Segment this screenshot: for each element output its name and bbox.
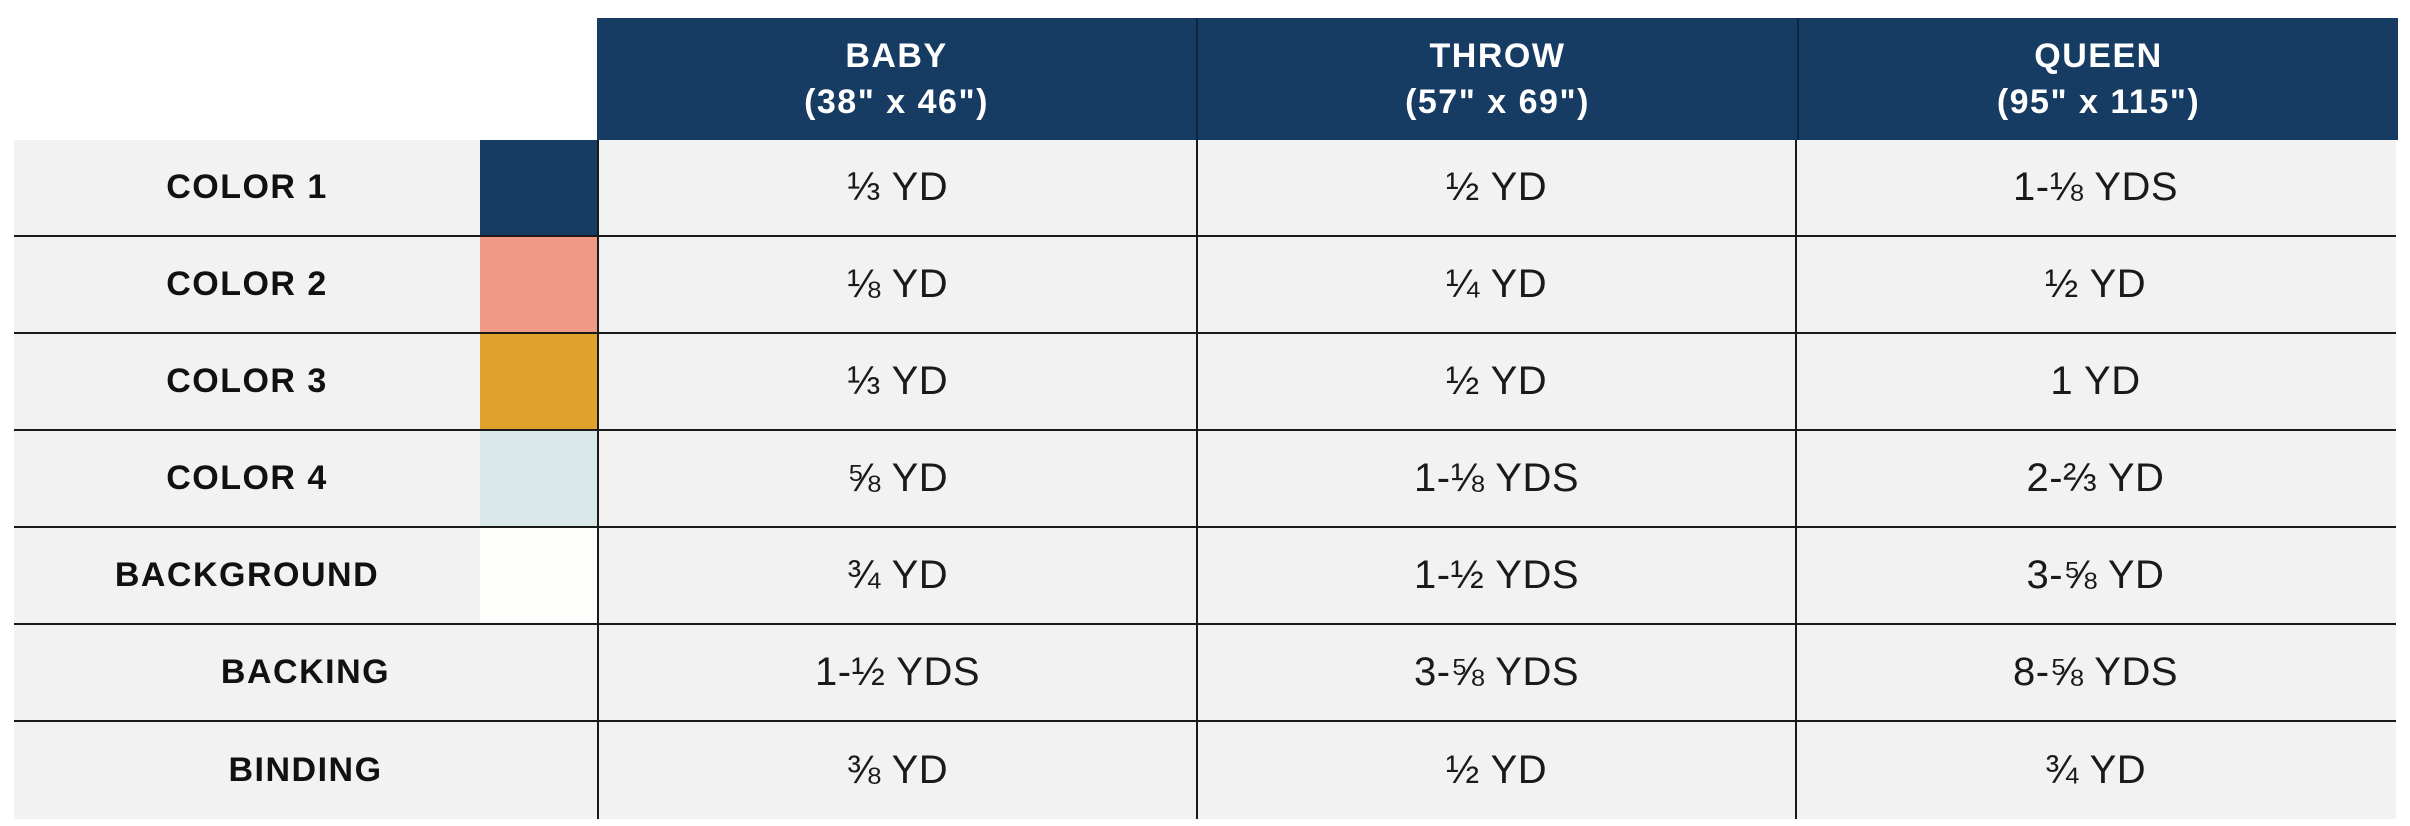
header-queen: QUEEN (95" x 115") [1799,18,2398,140]
fabric-requirements-table: COLOR 1 ⅓ YD ½ YD 1-⅛ YDS COLOR 2 ⅛ YD ¼… [14,140,2396,819]
row-label: COLOR 3 [166,362,328,400]
column-divider [597,528,599,623]
baby-value: ⅓ YD [846,165,949,209]
column-divider [1795,625,1797,720]
throw-value: 1-⅛ YDS [1413,456,1580,500]
color-2-swatch [480,237,597,332]
column-divider [1196,334,1198,429]
column-divider [597,334,599,429]
column-divider [597,237,599,332]
column-divider [1795,140,1797,235]
queen-value: ½ YD [2044,262,2147,306]
baby-value: ⅓ YD [846,359,949,403]
row-label-cell: BINDING [14,722,597,819]
column-divider [1196,722,1198,819]
baby-value: ¾ YD [846,553,949,597]
row-label: BACKING [220,653,391,691]
table-row-color-4: COLOR 4 ⅝ YD 1-⅛ YDS 2-⅔ YD [14,431,2396,528]
header-baby: BABY (38" x 46") [597,18,1196,140]
table-row-binding: BINDING ⅜ YD ½ YD ¾ YD [14,722,2396,819]
queen-value: 8-⅝ YDS [2012,650,2179,694]
column-divider [597,722,599,819]
column-divider [1795,237,1797,332]
row-label-cell: COLOR 1 [14,140,597,235]
baby-value: ⅝ YD [846,456,949,500]
row-label-cell: COLOR 4 [14,431,597,526]
header-throw: THROW (57" x 69") [1198,18,1797,140]
table-row-backing: BACKING 1-½ YDS 3-⅝ YDS 8-⅝ YDS [14,625,2396,722]
column-divider [1196,237,1198,332]
column-divider [1795,334,1797,429]
background-swatch [480,528,597,623]
column-divider [597,431,599,526]
row-label: COLOR 2 [166,265,328,303]
table-row-color-2: COLOR 2 ⅛ YD ¼ YD ½ YD [14,237,2396,334]
row-label-cell: BACKING [14,625,597,720]
header-queen-name: QUEEN [2034,37,2163,75]
color-1-swatch [480,140,597,235]
column-divider [597,140,599,235]
baby-value: ⅛ YD [846,262,949,306]
row-label-cell: COLOR 3 [14,334,597,429]
throw-value: ¼ YD [1445,262,1548,306]
queen-value: ¾ YD [2044,748,2147,792]
baby-value: ⅜ YD [846,748,949,792]
queen-value: 1 YD [2050,359,2141,403]
column-divider [597,625,599,720]
queen-value: 3-⅝ YD [2026,553,2165,597]
column-divider [1795,431,1797,526]
throw-value: ½ YD [1445,748,1548,792]
row-label: COLOR 4 [166,459,328,497]
color-3-swatch [480,334,597,429]
header-divider [1797,18,1799,140]
throw-value: 3-⅝ YDS [1413,650,1580,694]
baby-value: 1-½ YDS [814,650,981,694]
row-label: BACKGROUND [114,556,380,594]
header-divider [1196,18,1198,140]
header-baby-name: BABY [845,37,948,75]
row-label: BINDING [228,751,383,789]
column-divider [1795,528,1797,623]
header-throw-size: (57" x 69") [1405,83,1590,121]
throw-value: 1-½ YDS [1413,553,1580,597]
column-divider [1196,140,1198,235]
column-divider [1196,625,1198,720]
throw-value: ½ YD [1445,165,1548,209]
table-row-color-1: COLOR 1 ⅓ YD ½ YD 1-⅛ YDS [14,140,2396,237]
table-header: BABY (38" x 46") THROW (57" x 69") QUEEN… [597,18,2398,140]
row-label: COLOR 1 [166,168,328,206]
queen-value: 1-⅛ YDS [2012,165,2179,209]
color-4-swatch [480,431,597,526]
row-label-cell: BACKGROUND [14,528,597,623]
column-divider [1795,722,1797,819]
header-queen-size: (95" x 115") [1996,83,2201,121]
table-row-color-3: COLOR 3 ⅓ YD ½ YD 1 YD [14,334,2396,431]
header-throw-name: THROW [1429,37,1566,75]
throw-value: ½ YD [1445,359,1548,403]
column-divider [1196,431,1198,526]
column-divider [1196,528,1198,623]
header-baby-size: (38" x 46") [804,83,989,121]
row-label-cell: COLOR 2 [14,237,597,332]
table-row-background: BACKGROUND ¾ YD 1-½ YDS 3-⅝ YD [14,528,2396,625]
queen-value: 2-⅔ YD [2026,456,2165,500]
